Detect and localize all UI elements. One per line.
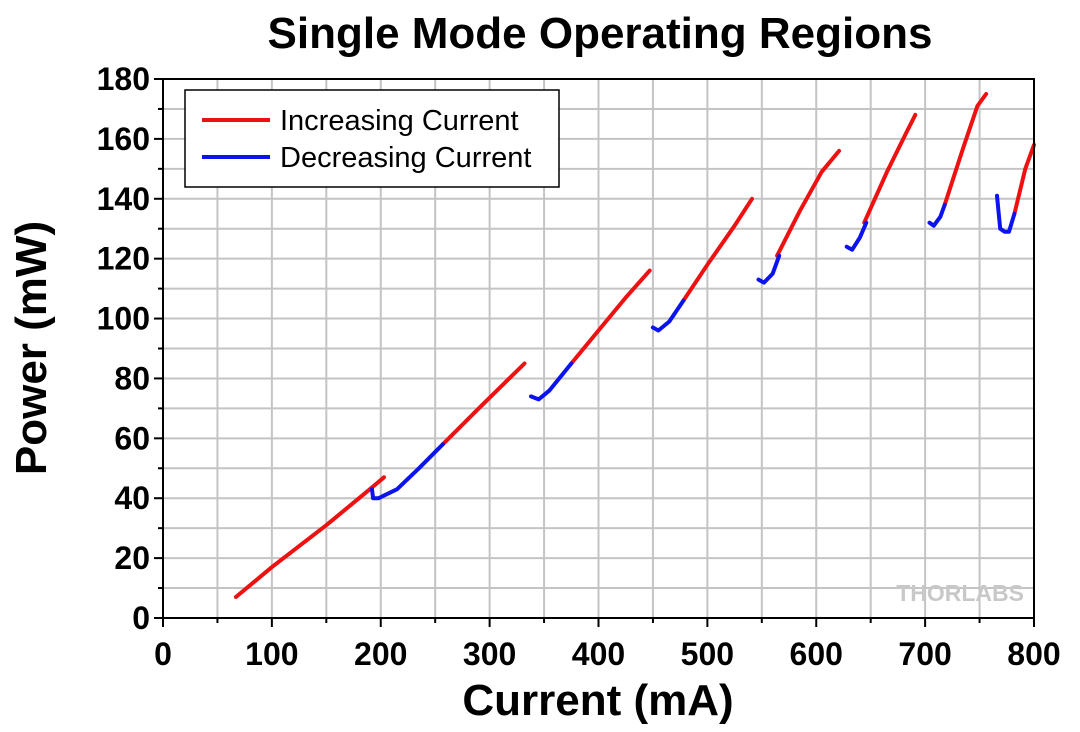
series-increasing-segment — [942, 92, 989, 207]
series-increasing-segment — [681, 196, 754, 303]
x-tick-label: 600 — [790, 636, 843, 672]
x-tick-label: 300 — [463, 636, 516, 672]
y-tick-label: 120 — [97, 241, 150, 277]
series-decreasing-segment — [995, 193, 1017, 234]
legend-label-increasing: Increasing Current — [280, 105, 519, 137]
y-tick-label: 80 — [114, 360, 150, 396]
series-increasing-segment — [440, 361, 527, 447]
legend-box — [184, 89, 560, 188]
series-decreasing-segment — [756, 253, 782, 285]
legend-label-decreasing: Decreasing Current — [280, 142, 531, 174]
series-increasing-segment — [233, 475, 386, 599]
x-tick-label: 400 — [572, 636, 625, 672]
y-tick-label: 160 — [97, 121, 150, 157]
thorlabs-watermark: THORLABS — [896, 580, 1024, 606]
axis-ticks: 0 100 200 300 400 500 600 700 800 0 20 40 60 80 100 120… — [97, 61, 1061, 672]
y-axis-label: Power (mW) — [7, 221, 56, 475]
series-increasing-segment — [1012, 142, 1036, 216]
y-tick-label: 40 — [114, 480, 150, 516]
series-decreasing-segment — [529, 361, 574, 402]
series-increasing-segment — [862, 112, 918, 225]
x-tick-label: 700 — [898, 636, 951, 672]
series-group — [233, 92, 1036, 599]
y-tick-label: 0 — [132, 600, 150, 636]
series-decreasing-segment — [927, 202, 947, 228]
series-decreasing-segment — [650, 298, 686, 333]
x-tick-label: 100 — [245, 636, 298, 672]
x-tick-label: 200 — [354, 636, 407, 672]
series-decreasing-segment — [844, 220, 869, 252]
x-tick-label: 500 — [681, 636, 734, 672]
series-increasing-segment — [775, 148, 842, 258]
legend: Increasing Current Decreasing Current — [184, 89, 560, 188]
y-tick-label: 60 — [114, 420, 150, 456]
series-decreasing-segment — [370, 442, 445, 501]
chart-title: Single Mode Operating Regions — [268, 9, 933, 58]
x-tick-label: 0 — [154, 636, 172, 672]
series-increasing-segment — [569, 268, 652, 366]
plot-frame — [162, 78, 1035, 619]
y-tick-label: 180 — [97, 61, 150, 97]
x-tick-label: 800 — [1007, 636, 1060, 672]
x-axis-label: Current (mA) — [462, 676, 733, 725]
y-tick-label: 20 — [114, 540, 150, 576]
y-tick-label: 100 — [97, 301, 150, 337]
y-tick-label: 140 — [97, 181, 150, 217]
